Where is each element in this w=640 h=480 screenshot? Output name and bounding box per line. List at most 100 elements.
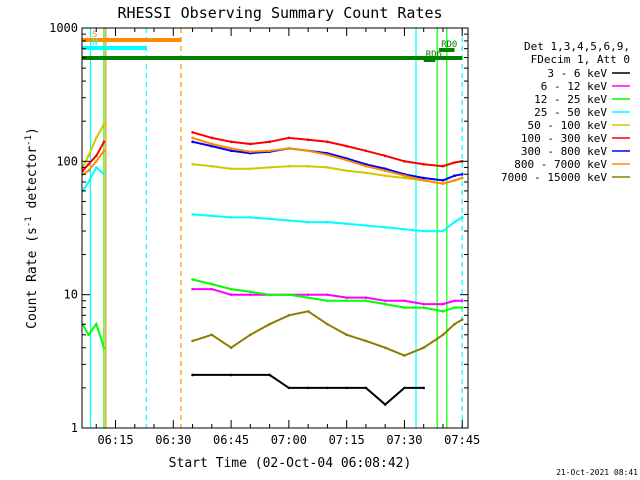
series-point-6-0-12 [422, 176, 425, 180]
x-axis-label: Start Time (02-Oct-04 06:08:42) [169, 456, 412, 471]
series-point-5-1-7 [326, 140, 329, 144]
series-point-7-1-3 [249, 150, 252, 154]
series-point-0-0-7 [364, 386, 368, 390]
series-point-8-0-8 [345, 333, 348, 337]
series-point-0-0-6 [345, 386, 348, 390]
series-point-2-1-12 [422, 306, 425, 309]
series-point-5-1-13 [441, 164, 445, 168]
series-point-5-1-6 [306, 138, 310, 142]
series-point-6-0-0 [191, 140, 194, 144]
series-point-3-1-1 [210, 214, 214, 218]
series-point-0-0-8 [383, 403, 387, 406]
series-point-8-0-14 [453, 322, 456, 326]
series-point-7-0-2 [94, 160, 98, 163]
series-point-2-1-6 [306, 296, 310, 299]
series-point-3-1-5 [287, 219, 291, 222]
series-point-3-1-15 [460, 216, 464, 219]
series-point-2-1-3 [249, 290, 252, 294]
series-point-1-0-1 [210, 287, 214, 291]
series-group [81, 122, 464, 406]
series-point-1-0-10 [383, 299, 387, 303]
series-point-7-1-15 [460, 176, 464, 180]
series-point-2-1-11 [403, 306, 406, 309]
series-point-3-1-7 [326, 220, 329, 224]
series-point-4-1-1 [210, 164, 214, 168]
series-point-7-1-4 [268, 149, 271, 153]
series-line-3-1 [192, 213, 463, 233]
series-point-6-0-2 [229, 149, 233, 153]
series-point-3-0-2 [94, 166, 98, 169]
series-point-3-1-14 [453, 220, 456, 224]
series-point-8-0-0 [191, 339, 194, 343]
series-point-2-1-2 [229, 287, 233, 291]
series-point-2-1-13 [441, 310, 445, 313]
legend: Det 1,3,4,5,6,9,FDecim 1, Att 03 - 6 keV… [501, 40, 630, 184]
y-tick-label: 100 [56, 154, 78, 168]
flag-label-3: RD0 [441, 40, 457, 50]
series-point-4-1-2 [229, 167, 233, 171]
series-point-5-1-8 [345, 144, 348, 148]
series-point-3-1-0 [191, 213, 194, 216]
series-point-1-0-15 [460, 299, 464, 303]
chart-title: RHESSI Observing Summary Count Rates [117, 4, 442, 22]
series-point-1-0-8 [345, 296, 348, 299]
series-point-2-1-15 [460, 306, 464, 309]
series-point-7-1-14 [453, 179, 456, 182]
x-tick-label: 07:00 [271, 433, 307, 447]
series-point-5-1-0 [191, 131, 194, 134]
y-axis: 1 10 100 1000 [49, 21, 468, 435]
series-point-0-0-0 [191, 373, 194, 377]
legend-label: 50 - 100 keV [528, 119, 608, 132]
x-tick-label: 06:30 [155, 433, 191, 447]
series-point-8-0-9 [364, 339, 368, 343]
series-point-8-0-7 [326, 322, 329, 326]
series-point-1-0-0 [191, 287, 194, 291]
x-axis: 06:15 06:30 06:45 07:00 07:15 07:30 07:45 [95, 28, 480, 447]
series-point-1-0-7 [326, 293, 329, 296]
series-point-4-1-9 [364, 171, 368, 175]
footer-date: 21-Oct-2021 08:41 [556, 468, 638, 477]
legend-label: 3 - 6 keV [547, 67, 607, 80]
series-point-1-0-12 [422, 302, 425, 306]
series-point-4-0-1 [87, 154, 90, 158]
series-point-7-0-3 [102, 149, 106, 153]
series-point-5-1-2 [229, 140, 233, 144]
series-point-5-1-5 [287, 136, 291, 140]
series-point-5-1-14 [453, 161, 456, 164]
series-point-1-0-3 [249, 293, 252, 296]
series-point-2-1-10 [383, 302, 387, 306]
series-point-5-1-3 [249, 142, 252, 146]
series-point-5-1-1 [210, 136, 214, 140]
series-point-6-0-14 [453, 174, 456, 178]
series-point-8-0-11 [403, 354, 406, 357]
series-point-6-0-13 [441, 179, 445, 182]
series-point-0-0-3 [287, 386, 291, 390]
series-point-2-1-7 [326, 299, 329, 303]
series-point-1-0-14 [453, 299, 456, 303]
series-point-2-0-1 [87, 333, 90, 337]
series-point-4-1-5 [287, 164, 291, 168]
series-point-1-0-11 [403, 299, 406, 303]
series-point-5-0-1 [87, 163, 90, 166]
series-line-5-1 [192, 131, 463, 168]
x-tick-label: 06:15 [97, 433, 133, 447]
series-point-8-0-3 [249, 333, 252, 337]
series-point-3-0-1 [87, 180, 90, 184]
x-tick-label: 07:45 [444, 433, 480, 447]
series-point-3-1-9 [364, 224, 368, 227]
series-point-7-1-11 [403, 174, 406, 178]
series-point-6-0-10 [383, 167, 387, 171]
series-point-7-1-5 [287, 147, 291, 150]
y-tick-label: 1 [71, 421, 78, 435]
series-point-3-1-4 [268, 217, 271, 221]
series-point-1-0-13 [441, 302, 445, 306]
series-point-8-0-10 [383, 346, 387, 350]
series-point-8-0-5 [287, 314, 291, 317]
series-point-6-0-15 [460, 172, 464, 176]
legend-header: Det 1,3,4,5,6,9, [524, 40, 630, 53]
series-point-4-1-8 [345, 169, 348, 173]
series-point-7-1-2 [229, 147, 233, 150]
series-point-2-1-1 [210, 282, 214, 286]
x-tick-label: 07:15 [329, 433, 365, 447]
series-point-7-1-13 [441, 182, 445, 185]
